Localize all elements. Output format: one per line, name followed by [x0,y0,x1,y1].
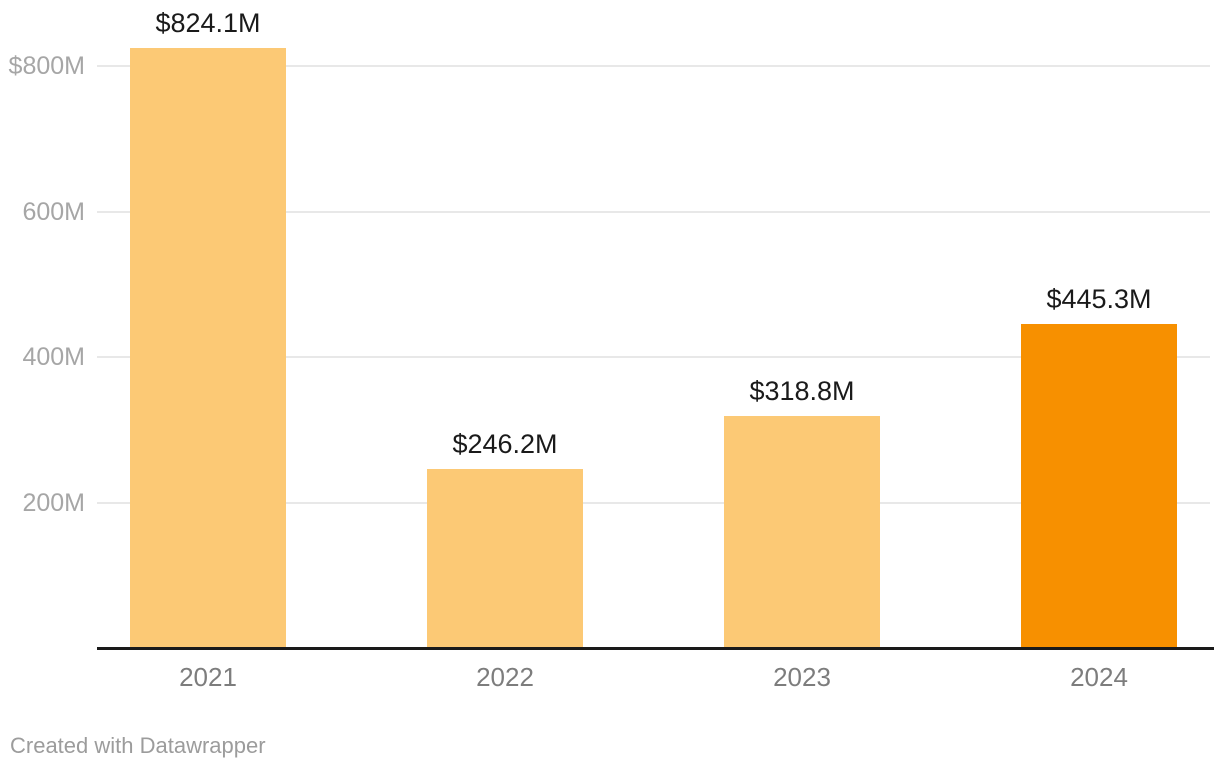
bar-value-label: $246.2M [452,429,558,459]
x-axis-label-2021: 2021 [179,662,237,692]
bar-2021[interactable] [130,48,286,648]
bar-value-label: $445.3M [1046,284,1152,314]
y-axis-tick-label: 200M [22,489,85,517]
y-axis-tick-label: $800M [8,52,85,80]
bar-2024[interactable] [1021,324,1177,648]
y-gridline [97,356,1210,358]
y-gridline [97,65,1210,67]
bar-value-label: $824.1M [155,8,261,38]
x-axis-label-2023: 2023 [773,662,831,692]
y-gridline [97,502,1210,504]
x-axis-label-2024: 2024 [1070,662,1128,692]
x-axis-label-2022: 2022 [476,662,534,692]
datawrapper-attribution-link[interactable]: Created with Datawrapper [10,733,266,758]
y-axis-tick-label: 600M [22,198,85,226]
bar-2023[interactable] [724,416,880,648]
y-gridline [97,211,1210,213]
bar-2022[interactable] [427,469,583,648]
y-axis-tick-label: 400M [22,343,85,371]
x-axis-line [97,647,1214,650]
bar-value-label: $318.8M [749,376,855,406]
